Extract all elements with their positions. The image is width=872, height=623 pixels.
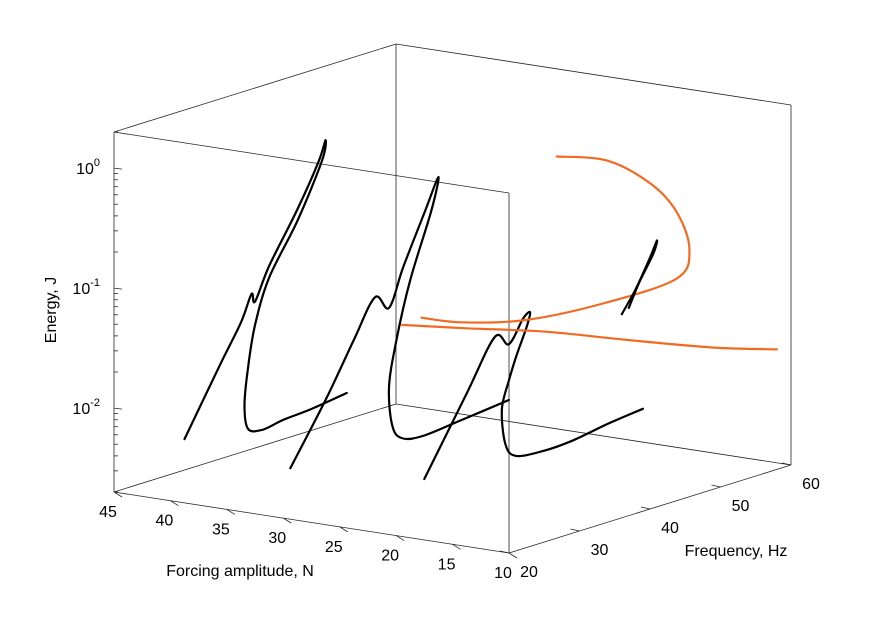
z-tick-mark — [113, 287, 123, 290]
box-edge — [113, 403, 397, 493]
x-tick-label: 20 — [381, 548, 399, 565]
x-tick-label: 25 — [325, 539, 343, 556]
x-tick-mark — [452, 543, 461, 550]
y-tick-label: 40 — [661, 520, 679, 537]
response-curve — [423, 310, 644, 481]
box-edge — [395, 43, 792, 106]
box-edge — [395, 403, 792, 466]
y-tick-mark — [499, 550, 510, 554]
x-tick-mark — [283, 517, 292, 524]
x-tick-label: 10 — [494, 565, 512, 582]
z-tick-label: 10-2 — [72, 397, 100, 418]
response-curve — [289, 175, 510, 470]
y-tick-mark — [570, 528, 580, 532]
y-tick-label: 60 — [802, 476, 820, 493]
z-axis-label: Energy, J — [43, 277, 60, 343]
y-tick-mark — [711, 484, 721, 488]
x-tick-label: 45 — [99, 504, 117, 521]
y-axis-label: Frequency, Hz — [685, 543, 788, 560]
box-edge — [113, 131, 510, 194]
x-tick-mark — [508, 552, 518, 559]
x-tick-mark — [170, 500, 179, 507]
axis-ticks: 45 40 35 30 25 20 15 10 20 30 40 50 60 100 10-1 10-2 — [72, 131, 820, 582]
response-curve — [620, 239, 659, 316]
y-tick-label: 50 — [732, 498, 750, 515]
y-tick-mark — [640, 506, 651, 510]
x-axis-label: Forcing amplitude, N — [166, 563, 314, 580]
x-tick-label: 40 — [156, 513, 174, 530]
x-tick-mark — [395, 535, 405, 541]
z-tick-label: 10-1 — [72, 277, 100, 298]
z-tick-mark — [113, 407, 123, 410]
z-tick-mark — [113, 167, 123, 170]
box-edge — [113, 491, 510, 554]
x-tick-label: 35 — [212, 521, 230, 538]
x-tick-mark — [339, 526, 348, 533]
response-curve — [183, 138, 348, 441]
x-tick-label: 15 — [438, 556, 456, 573]
data-curves — [183, 138, 778, 481]
axes-box — [113, 43, 792, 554]
x-tick-mark — [113, 491, 123, 498]
y-tick-mark — [781, 462, 792, 466]
backbone-curve — [400, 323, 778, 351]
y-tick-label: 30 — [591, 542, 609, 559]
y-tick-label: 20 — [520, 564, 538, 581]
backbone-curve — [420, 155, 691, 324]
x-tick-label: 30 — [268, 530, 286, 547]
box-edge — [113, 43, 397, 133]
z-tick-label: 100 — [76, 157, 100, 178]
x-tick-mark — [226, 509, 236, 515]
